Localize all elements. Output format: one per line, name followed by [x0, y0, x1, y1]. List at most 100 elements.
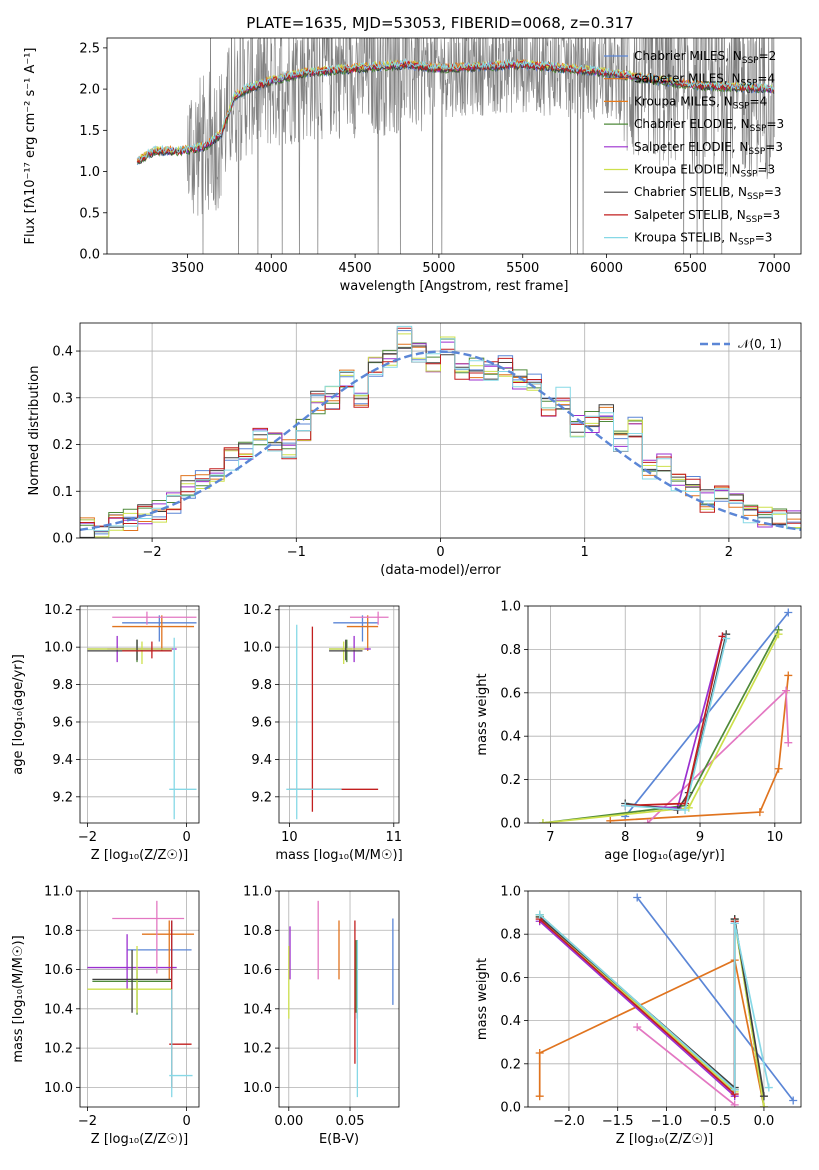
- y-tick-label: 9.2: [52, 790, 73, 805]
- y-tick-label: 0.4: [500, 1014, 521, 1029]
- mass-weight-line: [625, 638, 728, 811]
- mass-weight-line: [539, 916, 765, 1097]
- legend-model: Chabrier MILES: [634, 49, 725, 63]
- x-axis-label: age [log₁₀(age/yr)]: [604, 848, 725, 863]
- mass-weight-marker: [784, 738, 793, 747]
- x-tick-label: 10: [281, 830, 298, 845]
- legend-nssp: 4: [767, 72, 775, 86]
- y-tick-label: 0.3: [52, 391, 73, 406]
- x-tick-label: −0.5: [699, 1114, 731, 1129]
- y-tick-label: 0.2: [500, 1057, 521, 1072]
- x-tick-label: 0.00: [274, 1114, 303, 1129]
- mass-weight-marker: [784, 671, 793, 680]
- axes-frame: [527, 890, 802, 1108]
- legend-sub: SSP: [750, 124, 767, 134]
- y-tick-label: 9.4: [52, 753, 73, 768]
- y-tick-label: 2.0: [79, 83, 100, 98]
- legend-sep: , N: [725, 49, 742, 63]
- x-tick-label: 0: [436, 545, 444, 560]
- x-tick-label: 2: [725, 545, 733, 560]
- legend-sep: , N: [733, 117, 750, 131]
- legend-nssp: 2: [769, 49, 777, 63]
- mass-weight-line: [539, 914, 765, 1107]
- y-tick-label: 9.8: [251, 678, 272, 693]
- legend-eq: =: [757, 72, 767, 86]
- legend-nssp: 3: [777, 117, 785, 131]
- legend-sep: , N: [724, 163, 741, 177]
- plot-area: [538, 608, 793, 823]
- plot-area: [80, 325, 801, 538]
- x-tick-label: 5000: [422, 261, 455, 276]
- x-tick-label: 10: [767, 830, 784, 845]
- y-tick-label: 9.2: [251, 790, 272, 805]
- x-tick-label: −1.0: [651, 1114, 683, 1129]
- mass-weight-marker: [774, 764, 783, 773]
- y-tick-label: 10.8: [44, 924, 73, 939]
- mass-weight-marker: [643, 819, 652, 823]
- x-tick-label: 0.05: [336, 1114, 365, 1129]
- mass-weight-line: [542, 633, 780, 823]
- y-tick-label: 1.5: [79, 124, 100, 139]
- mass-weight-marker: [606, 816, 615, 823]
- x-tick-label: 7000: [758, 261, 791, 276]
- legend-nssp: 3: [773, 208, 781, 222]
- axes-frame: [79, 605, 200, 824]
- axes-frame: [79, 890, 200, 1108]
- plot-area: [87, 611, 197, 820]
- y-tick-label: 11.0: [44, 885, 73, 900]
- y-tick-label: 0.8: [500, 928, 521, 943]
- x-tick-label: 6500: [674, 261, 707, 276]
- y-tick-label: 1.0: [500, 600, 521, 615]
- legend-eq: =: [755, 231, 765, 245]
- y-tick-label: 9.4: [251, 753, 272, 768]
- x-tick-label: −1: [287, 545, 306, 560]
- legend-eq: =: [759, 49, 769, 63]
- legend-label: Chabrier STELIB, NSSP=3: [634, 185, 782, 202]
- model-spectrum: [136, 58, 775, 161]
- y-axis-label: mass weight: [475, 673, 490, 755]
- mass-weight-line: [539, 914, 770, 1092]
- x-tick-label: 7: [546, 830, 554, 845]
- mass-weight-marker: [730, 1100, 739, 1107]
- plot-area: [136, 38, 775, 254]
- legend-eq: =: [763, 208, 773, 222]
- x-tick-label: 4000: [255, 261, 288, 276]
- legend-label: Salpeter STELIB, NSSP=3: [634, 208, 780, 225]
- x-tick-label: 6000: [590, 261, 623, 276]
- legend-sep: , N: [729, 208, 746, 222]
- y-tick-label: 0.1: [52, 485, 73, 500]
- x-tick-label: 9: [696, 830, 704, 845]
- plot-area: [288, 900, 394, 1098]
- legend-nssp: 4: [760, 94, 768, 108]
- legend-nssp: 3: [767, 163, 775, 177]
- legend-model: Kroupa MILES: [634, 94, 716, 108]
- x-tick-label: 8: [621, 830, 629, 845]
- y-tick-label: 9.6: [251, 715, 272, 730]
- legend-nssp: 3: [774, 185, 782, 199]
- y-tick-label: 0.2: [500, 773, 521, 788]
- mass-weight-marker: [784, 608, 793, 617]
- y-tick-label: 0.5: [79, 206, 100, 221]
- legend-nssp: 3: [765, 231, 773, 245]
- mass-weight-marker: [755, 808, 764, 817]
- mass-weight-marker: [759, 1103, 768, 1107]
- panel-6: −2 0 10.0 10.2 10.4 10.6 10.8 11.0 Z [log₁₀(Z/Z☉…: [11, 885, 200, 1147]
- x-axis-label: mass [log₁₀(M/M☉)]: [275, 848, 402, 863]
- legend-sep: , N: [716, 94, 733, 108]
- legend-sub: SSP: [738, 238, 755, 248]
- x-tick-label: 4500: [339, 261, 372, 276]
- axes-frame: [278, 605, 400, 824]
- x-axis-label: Z [log₁₀(Z/Z☉)]: [616, 1132, 713, 1147]
- legend-label: Chabrier MILES, NSSP=2: [634, 49, 776, 66]
- y-tick-label: 10.8: [243, 924, 272, 939]
- x-tick-label: −2.0: [553, 1114, 585, 1129]
- plot-area: [535, 893, 798, 1107]
- x-tick-label: 0: [182, 1114, 190, 1129]
- mass-weight-marker: [535, 1092, 544, 1101]
- x-tick-label: −2: [78, 1114, 97, 1129]
- mass-weight-marker: [535, 910, 544, 919]
- legend-sep: , N: [730, 185, 747, 199]
- mass-weight-marker: [789, 1096, 798, 1105]
- y-tick-label: 10.2: [44, 603, 73, 618]
- legend-sep: , N: [721, 231, 738, 245]
